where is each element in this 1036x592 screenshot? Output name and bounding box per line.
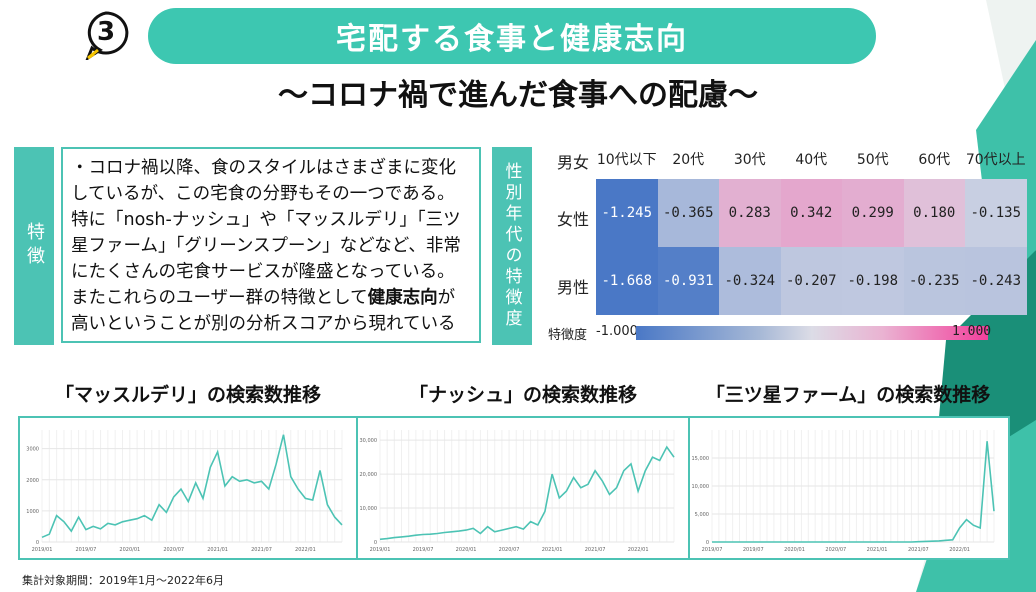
heatmap-column-header: 40代 [795, 152, 828, 168]
x-tick-label: 2020/01 [119, 547, 140, 553]
line-chart-svg: 0 5,000 10,000 15,000 2019/07 2019/07 2020/01 2… [692, 430, 995, 553]
heatmap-cell: -0.931 [657, 247, 719, 315]
heatmap-cell: 0.283 [719, 179, 781, 247]
line-chart-svg: 0 1000 2000 3000 2019/01 2019/07 2020/01 2020/0… [26, 430, 343, 553]
x-tick-label: 2019/01 [370, 547, 391, 553]
section-number: 3 [96, 17, 116, 47]
chart-mitsuboshi-farm: 0 5,000 10,000 15,000 2019/07 2019/07 2020/01 2… [688, 416, 1010, 560]
chart-nosh: 0 10,000 20,000 30,000 2019/01 2019/07 2020/01… [356, 416, 690, 560]
x-tick-label: 2022/01 [295, 547, 316, 553]
search-volume-line [379, 445, 675, 541]
heatmap-row-label-female: 女性 [556, 210, 589, 229]
features-text-part1: ・コロナ禍以降、食のスタイルはさまざまに変化しているが、この宅食の分野もその一つ… [71, 158, 461, 308]
page-title: 宅配する食事と健康志向 [148, 8, 876, 64]
y-tick-label: 5,000 [695, 512, 709, 518]
y-tick-label: 1000 [26, 509, 39, 515]
features-text-part2: が高いということが別の分析スコアから現れている [71, 288, 456, 334]
features-text-box: ・コロナ禍以降、食のスタイルはさまざまに変化しているが、この宅食の分野もその一つ… [61, 147, 481, 343]
characteristics-heatmap: 男女 女性 男性 特徴度 -1.000 1.000 10代以下 20代 30代 40代… [540, 143, 1027, 343]
heatmap-cell: -0.198 [842, 247, 904, 315]
y-tick-label: 2000 [26, 478, 39, 484]
chart-muscle-deli: 0 1000 2000 3000 2019/01 2019/07 2020/01 2020/0… [18, 416, 358, 560]
y-tick-label: 0 [36, 540, 39, 546]
heatmap-cell: -0.365 [657, 179, 719, 247]
x-tick-label: 2019/07 [702, 547, 723, 553]
x-tick-label: 2019/01 [32, 547, 53, 553]
line-chart-svg: 0 10,000 20,000 30,000 2019/01 2019/07 2020/01… [360, 430, 675, 553]
legend-color-scale [636, 326, 988, 340]
x-tick-label: 2019/07 [413, 547, 434, 553]
characteristics-tag: 性別年代の特徴度 [492, 147, 532, 345]
y-tick-label: 10,000 [692, 484, 710, 490]
legend-min-label: -1.000 [596, 324, 638, 339]
heatmap-cell: -0.207 [780, 247, 842, 315]
heatmap-cell: -0.243 [965, 247, 1027, 315]
legend-title: 特徴度 [548, 328, 588, 343]
heatmap-cell: -1.245 [596, 179, 658, 247]
x-tick-label: 2020/01 [456, 547, 477, 553]
x-tick-label: 2020/07 [163, 547, 184, 553]
x-tick-label: 2022/01 [628, 547, 649, 553]
x-tick-label: 2021/01 [542, 547, 563, 553]
x-tick-label: 2021/07 [908, 547, 929, 553]
x-tick-label: 2020/07 [825, 547, 846, 553]
heatmap-cell: 0.342 [780, 179, 842, 247]
x-tick-label: 2021/07 [251, 547, 272, 553]
chart-title-muscle-deli: 「マッスルデリ」の検索数推移 [54, 384, 321, 406]
heatmap-cell: 0.180 [903, 179, 965, 247]
heatmap-row-label-male: 男性 [556, 278, 589, 297]
x-tick-label: 2021/07 [585, 547, 606, 553]
heatmap-cell: -1.668 [596, 247, 658, 315]
y-tick-label: 30,000 [360, 438, 378, 444]
x-tick-label: 2021/01 [207, 547, 228, 553]
legend-max-label: 1.000 [952, 324, 992, 339]
x-tick-label: 2019/07 [743, 547, 764, 553]
search-volume-line [41, 434, 343, 539]
search-volume-line [712, 441, 995, 543]
heatmap-column-header: 20代 [672, 152, 705, 168]
heatmap-cell: 0.299 [842, 179, 904, 247]
page-subtitle: ～コロナ禍で進んだ食事への配慮～ [278, 78, 758, 113]
features-tag: 特徴 [14, 147, 54, 345]
y-tick-label: 0 [374, 540, 377, 546]
heatmap-column-header: 30代 [733, 152, 766, 168]
x-tick-label: 2019/07 [76, 547, 97, 553]
heatmap-cell: -0.324 [719, 247, 781, 315]
y-tick-label: 10,000 [360, 506, 378, 512]
heatmap-column-header: 70代以上 [965, 152, 1026, 168]
y-tick-label: 15,000 [692, 456, 710, 462]
heatmap-cell: -0.235 [903, 247, 965, 315]
chart-title-mitsuboshi-farm: 「三ツ星ファーム」の検索数推移 [705, 384, 991, 406]
section-number-badge: 3 [80, 10, 132, 60]
x-tick-label: 2020/07 [499, 547, 520, 553]
chart-title-nosh: 「ナッシュ」の検索数推移 [408, 384, 637, 406]
heatmap-cell: -0.135 [965, 179, 1027, 247]
y-tick-label: 20,000 [360, 472, 378, 478]
heatmap-column-header: 10代以下 [596, 152, 657, 168]
heatmap-corner-label: 男女 [556, 153, 589, 172]
features-text-emphasis: 健康志向 [367, 288, 438, 308]
footnote-period: 集計対象期間：2019年1月～2022年6月 [22, 574, 224, 587]
x-tick-label: 2021/01 [867, 547, 888, 553]
x-tick-label: 2020/01 [784, 547, 805, 553]
x-tick-label: 2022/01 [949, 547, 970, 553]
y-tick-label: 0 [706, 540, 709, 546]
heatmap-column-header: 50代 [856, 152, 889, 168]
y-tick-label: 3000 [26, 447, 39, 453]
heatmap-column-header: 60代 [918, 152, 951, 168]
